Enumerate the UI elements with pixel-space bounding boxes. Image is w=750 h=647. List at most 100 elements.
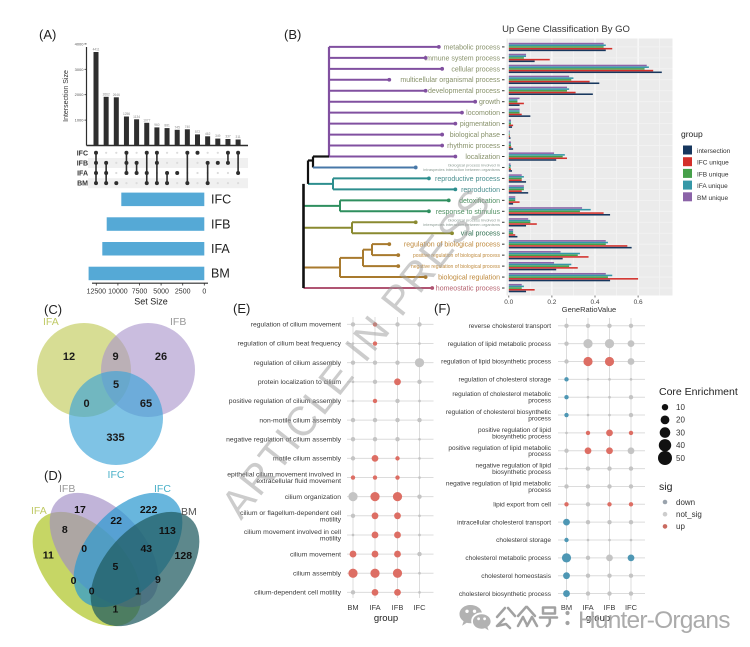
svg-text:1: 1 bbox=[112, 604, 118, 616]
svg-text:ARTICLE IN PRESS: ARTICLE IN PRESS bbox=[212, 179, 500, 527]
svg-text:0.6: 0.6 bbox=[634, 299, 643, 306]
svg-text:cilium-dependent cell motility: cilium-dependent cell motility bbox=[254, 590, 341, 597]
svg-text:pigmentation: pigmentation bbox=[460, 121, 500, 128]
svg-text:Set Size: Set Size bbox=[134, 297, 168, 307]
svg-text:2662: 2662 bbox=[103, 92, 110, 96]
svg-text:IFB: IFB bbox=[59, 483, 75, 495]
svg-text:IFA unique: IFA unique bbox=[697, 183, 728, 190]
svg-text:Core Enrichment: Core Enrichment bbox=[659, 386, 738, 398]
svg-text:cilium assembly: cilium assembly bbox=[293, 570, 342, 577]
svg-text:biosynthetic process: biosynthetic process bbox=[492, 469, 552, 476]
svg-text:IFA: IFA bbox=[211, 242, 230, 256]
svg-text:4411: 4411 bbox=[93, 48, 100, 52]
svg-text:motility: motility bbox=[320, 516, 342, 523]
svg-text:negative regulation of lipid: negative regulation of lipid bbox=[475, 463, 551, 470]
svg-text:positive regulation of biologi: positive regulation of biological proces… bbox=[413, 253, 500, 259]
svg-text:positive regulation of lipid m: positive regulation of lipid metabolic bbox=[448, 445, 551, 452]
svg-text:protein localization to cilium: protein localization to cilium bbox=[258, 379, 341, 386]
svg-text:intersection: intersection bbox=[697, 148, 731, 155]
svg-text:17: 17 bbox=[74, 504, 86, 516]
svg-text:0: 0 bbox=[202, 289, 206, 296]
svg-text:localization: localization bbox=[465, 154, 500, 161]
svg-text:reproduction: reproduction bbox=[461, 187, 500, 194]
svg-text:viral process: viral process bbox=[461, 231, 501, 238]
svg-text:1134: 1134 bbox=[133, 115, 140, 119]
svg-text:group: group bbox=[681, 129, 703, 139]
svg-text:311: 311 bbox=[236, 135, 241, 139]
svg-text:BM unique: BM unique bbox=[697, 195, 728, 202]
svg-text:BM: BM bbox=[181, 506, 197, 518]
svg-text:cilium movement: cilium movement bbox=[290, 551, 341, 558]
svg-text:9: 9 bbox=[155, 574, 161, 586]
svg-text:8: 8 bbox=[62, 524, 68, 536]
svg-text:5000: 5000 bbox=[153, 289, 169, 296]
svg-text:0: 0 bbox=[83, 398, 89, 410]
svg-text:572: 572 bbox=[195, 130, 201, 134]
svg-text:IFC: IFC bbox=[154, 483, 171, 495]
svg-text:sig: sig bbox=[659, 481, 673, 493]
svg-text:detoxification: detoxification bbox=[459, 198, 500, 205]
svg-text:regulation of lipid biosynthet: regulation of lipid biosynthetic process bbox=[441, 359, 552, 366]
svg-text:IFC: IFC bbox=[108, 469, 125, 481]
svg-text:0: 0 bbox=[89, 585, 95, 597]
svg-text:regulation of biological proce: regulation of biological process bbox=[404, 242, 501, 249]
svg-text:non-motile cilium assembly: non-motile cilium assembly bbox=[259, 417, 341, 424]
svg-text:0.0: 0.0 bbox=[504, 299, 513, 306]
svg-text:IFB: IFB bbox=[170, 316, 186, 328]
svg-text:881: 881 bbox=[164, 124, 170, 128]
svg-text:immune system process: immune system process bbox=[425, 55, 501, 62]
svg-text:cilium movement involved in ce: cilium movement involved in cell bbox=[244, 529, 342, 536]
svg-text:(C): (C) bbox=[44, 302, 62, 317]
svg-text:BM: BM bbox=[347, 603, 358, 612]
svg-text:IFC: IFC bbox=[77, 150, 88, 157]
svg-text:positive regulation of cilium: positive regulation of cilium assembly bbox=[229, 398, 342, 405]
svg-text:regulation of cilium assembly: regulation of cilium assembly bbox=[254, 360, 342, 367]
svg-text:reproductive process: reproductive process bbox=[435, 176, 500, 183]
svg-text:Hunter-Organs: Hunter-Organs bbox=[578, 607, 730, 634]
svg-text:IFA: IFA bbox=[369, 603, 380, 612]
svg-text:negative regulation of cilium: negative regulation of cilium assembly bbox=[226, 436, 341, 443]
svg-text:(A): (A) bbox=[39, 27, 56, 42]
svg-text:5: 5 bbox=[112, 561, 118, 573]
svg-text:biological regulation: biological regulation bbox=[438, 275, 500, 282]
svg-text:down: down bbox=[676, 498, 695, 507]
svg-text:IFB: IFB bbox=[211, 217, 230, 231]
svg-text:2646: 2646 bbox=[113, 93, 120, 97]
svg-text:regulation of cilium beat freq: regulation of cilium beat frequency bbox=[237, 341, 341, 348]
svg-text:1077: 1077 bbox=[143, 118, 150, 122]
svg-text:extracellular fluid movement: extracellular fluid movement bbox=[256, 478, 341, 485]
svg-text:group: group bbox=[374, 613, 398, 624]
svg-text:4000: 4000 bbox=[75, 41, 85, 46]
svg-text:50: 50 bbox=[676, 454, 685, 463]
svg-text:developmental process: developmental process bbox=[428, 88, 500, 95]
svg-text:40: 40 bbox=[676, 441, 685, 450]
svg-text:homeostatic process: homeostatic process bbox=[436, 286, 501, 293]
svg-text:metabolic process: metabolic process bbox=[444, 44, 501, 51]
svg-text:BM: BM bbox=[561, 603, 572, 612]
svg-text:growth: growth bbox=[479, 99, 500, 106]
svg-text:reverse cholesterol transport: reverse cholesterol transport bbox=[469, 323, 552, 330]
svg-text:1: 1 bbox=[135, 585, 141, 597]
svg-text:IFB unique: IFB unique bbox=[697, 171, 729, 178]
svg-text:10000: 10000 bbox=[108, 289, 128, 296]
svg-text:biological process involved in: biological process involved in bbox=[448, 218, 500, 223]
svg-text:2500: 2500 bbox=[175, 289, 191, 296]
svg-text:1000: 1000 bbox=[75, 118, 85, 123]
svg-text:epithelial cilium movement inv: epithelial cilium movement involved in bbox=[227, 472, 341, 479]
svg-text:349: 349 bbox=[215, 134, 221, 138]
svg-text:negative regulation of lipid m: negative regulation of lipid metabolic bbox=[446, 481, 552, 488]
svg-text:biological process involved in: biological process involved in bbox=[448, 163, 500, 168]
svg-text:IFC: IFC bbox=[625, 603, 638, 612]
svg-text:Intersection Size: Intersection Size bbox=[63, 70, 70, 122]
svg-text:0: 0 bbox=[71, 575, 77, 587]
svg-text:1256: 1256 bbox=[123, 112, 130, 116]
svg-text:IFA: IFA bbox=[43, 316, 59, 328]
svg-text:113: 113 bbox=[159, 525, 176, 537]
svg-text:positive regulation of lipid: positive regulation of lipid bbox=[478, 427, 551, 434]
svg-text:IFB: IFB bbox=[77, 160, 88, 167]
svg-text:BM: BM bbox=[77, 181, 88, 188]
svg-text:GeneRatioValue: GeneRatioValue bbox=[562, 305, 616, 314]
svg-text:0: 0 bbox=[81, 543, 87, 555]
svg-text:IFA: IFA bbox=[31, 505, 47, 517]
svg-text:regulation of lipid metabolic: regulation of lipid metabolic process bbox=[448, 341, 552, 348]
